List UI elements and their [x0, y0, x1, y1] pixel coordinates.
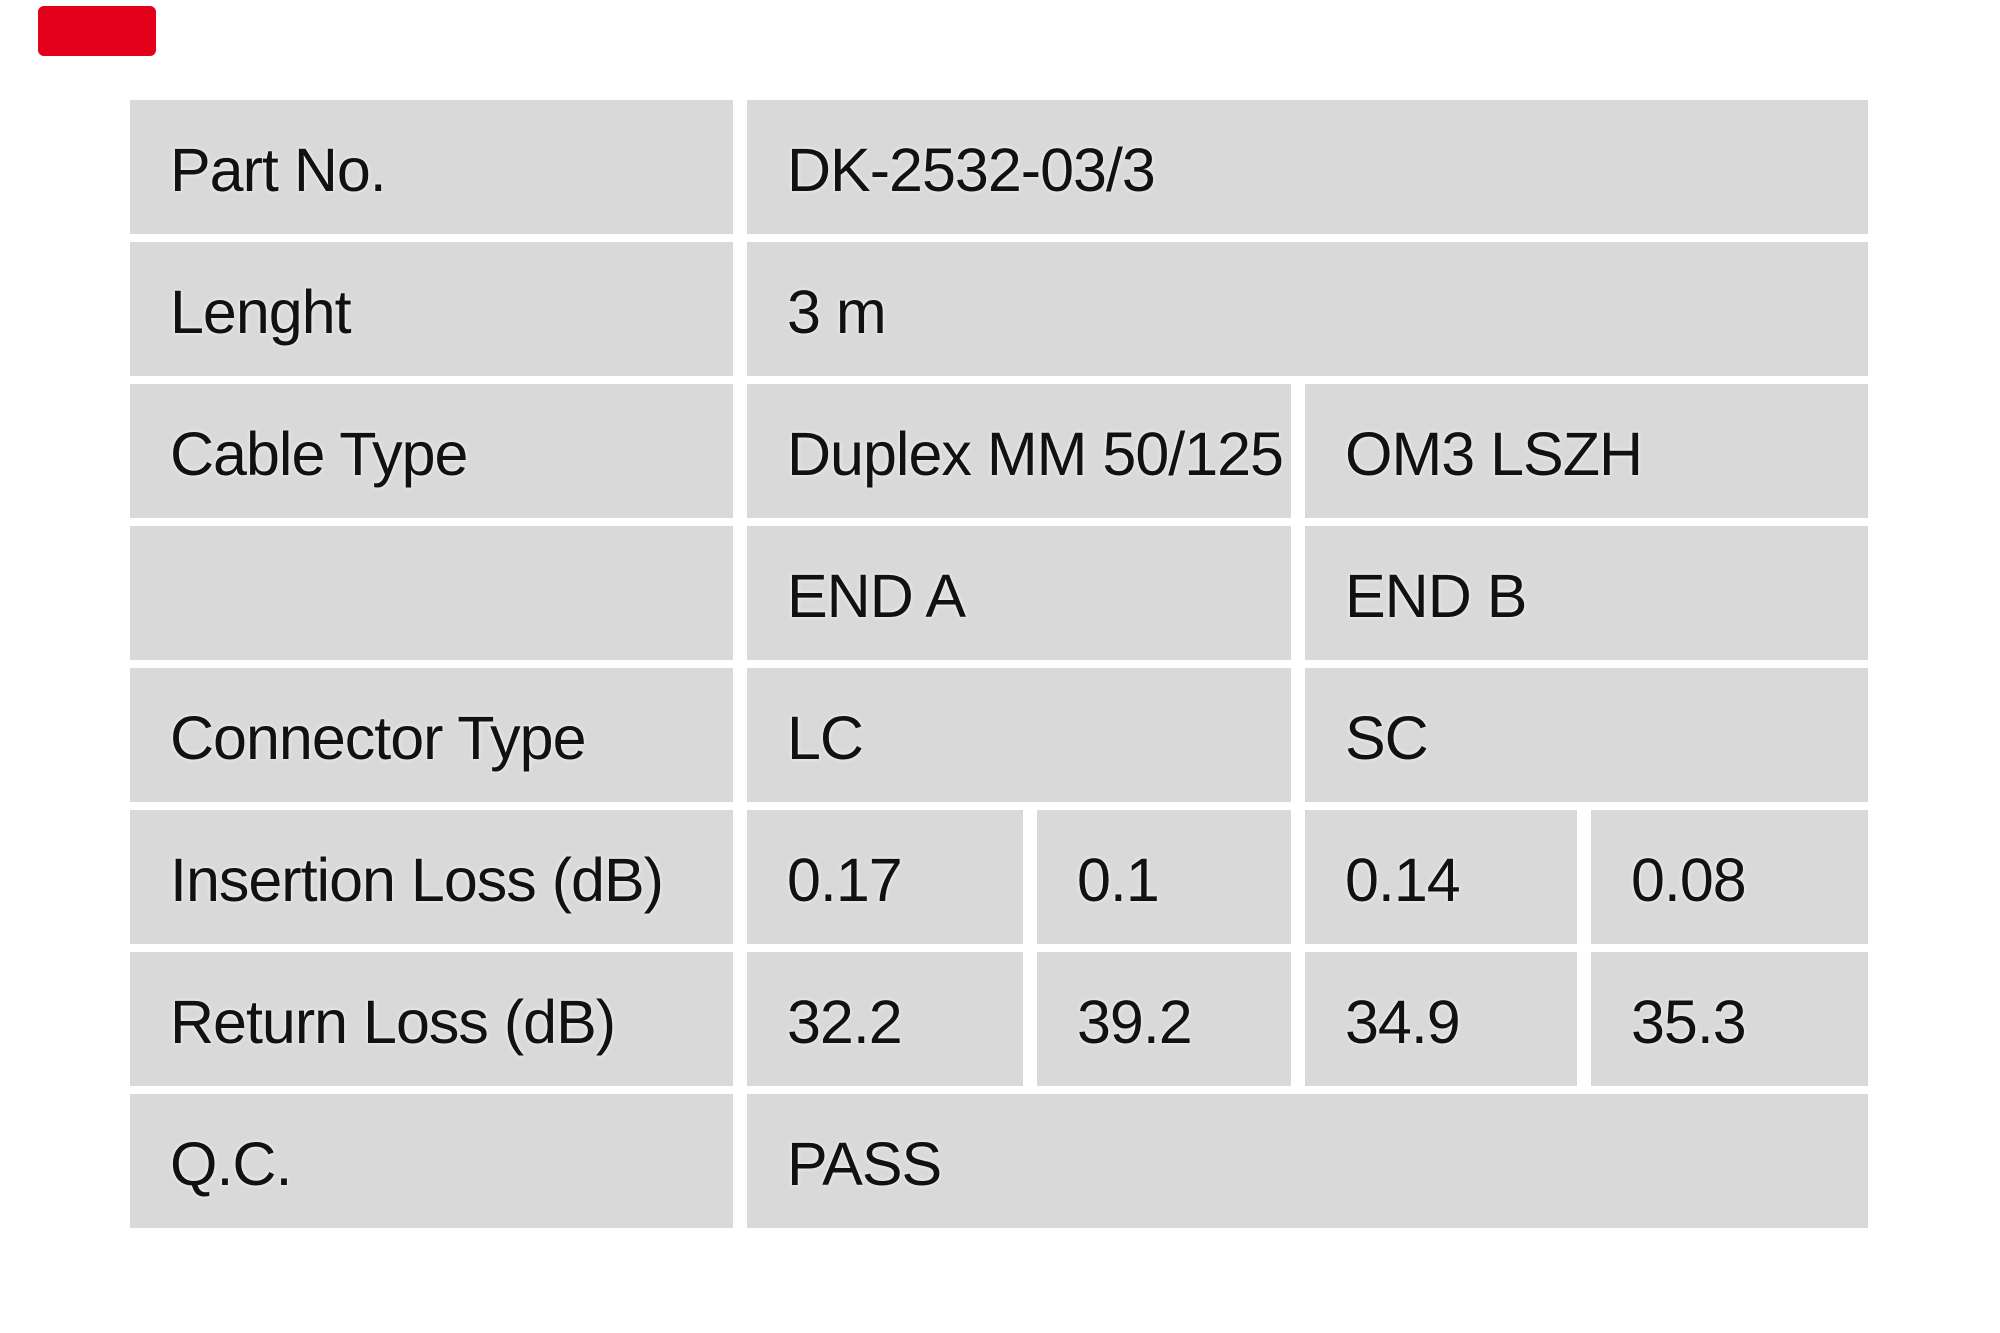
insertion-loss-end-a-1: 0.17: [747, 810, 1023, 944]
end-a-header: END A: [747, 526, 1291, 660]
spec-table: Part No. DK-2532-03/3 Lenght 3 m Cable T…: [130, 100, 1868, 1228]
return-loss-end-a-1: 32.2: [747, 952, 1023, 1086]
cable-type-value-a: Duplex MM 50/125: [747, 384, 1291, 518]
return-loss-end-b-2: 35.3: [1591, 952, 1868, 1086]
cable-type-value-b: OM3 LSZH: [1305, 384, 1868, 518]
qc-label: Q.C.: [130, 1094, 733, 1228]
length-label: Lenght: [130, 242, 733, 376]
part-no-label: Part No.: [130, 100, 733, 234]
return-loss-end-b-1: 34.9: [1305, 952, 1577, 1086]
part-no-value: DK-2532-03/3: [747, 100, 1868, 234]
insertion-loss-end-b-1: 0.14: [1305, 810, 1577, 944]
insertion-loss-end-b-2: 0.08: [1591, 810, 1868, 944]
cable-type-label: Cable Type: [130, 384, 733, 518]
return-loss-end-a-2: 39.2: [1037, 952, 1291, 1086]
return-loss-label: Return Loss (dB): [130, 952, 733, 1086]
connector-type-value-a: LC: [747, 668, 1291, 802]
connector-type-label: Connector Type: [130, 668, 733, 802]
end-b-header: END B: [1305, 526, 1868, 660]
insertion-loss-label: Insertion Loss (dB): [130, 810, 733, 944]
length-value: 3 m: [747, 242, 1868, 376]
connector-type-value-b: SC: [1305, 668, 1868, 802]
ends-empty-label: [130, 526, 733, 660]
insertion-loss-end-a-2: 0.1: [1037, 810, 1291, 944]
brand-logo: [38, 6, 156, 56]
qc-value: PASS: [747, 1094, 1868, 1228]
